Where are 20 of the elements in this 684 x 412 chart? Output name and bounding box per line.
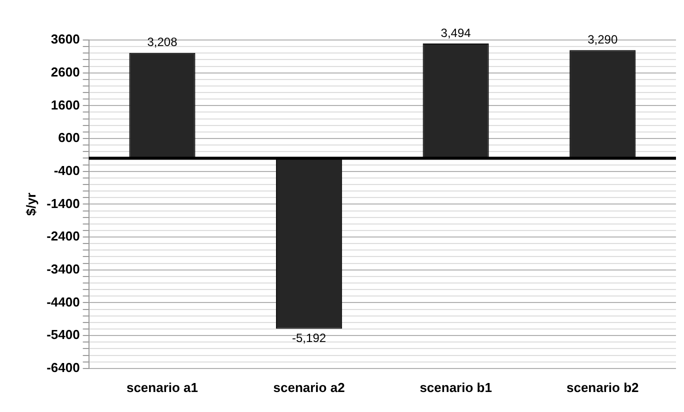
y-tick-label: 3600 xyxy=(50,32,80,47)
x-tick-label: scenario a1 xyxy=(126,380,198,395)
data-label: 3,290 xyxy=(588,32,618,46)
y-tick-label: -1400 xyxy=(46,196,80,211)
y-tick-label: 2600 xyxy=(50,64,80,80)
data-label: -5,192 xyxy=(292,331,326,346)
y-tick-label: -2400 xyxy=(46,228,80,244)
data-label: 3,208 xyxy=(147,35,178,50)
y-tick-label: -6400 xyxy=(46,360,80,375)
x-tick-label: scenario a2 xyxy=(273,380,345,395)
y-tick-label: -5400 xyxy=(46,327,80,342)
y-axis-title: $/yr xyxy=(23,192,38,216)
x-tick-label: scenario b1 xyxy=(420,380,492,395)
y-tick-label: 1600 xyxy=(50,97,80,112)
x-tick-label: scenario b2 xyxy=(566,380,639,395)
y-tick-label: -400 xyxy=(54,162,80,178)
y-tick-label: -3400 xyxy=(46,261,80,276)
y-tick-label: 600 xyxy=(58,130,80,146)
y-tick-label: -4400 xyxy=(46,294,80,310)
data-label: 3,494 xyxy=(440,26,472,40)
